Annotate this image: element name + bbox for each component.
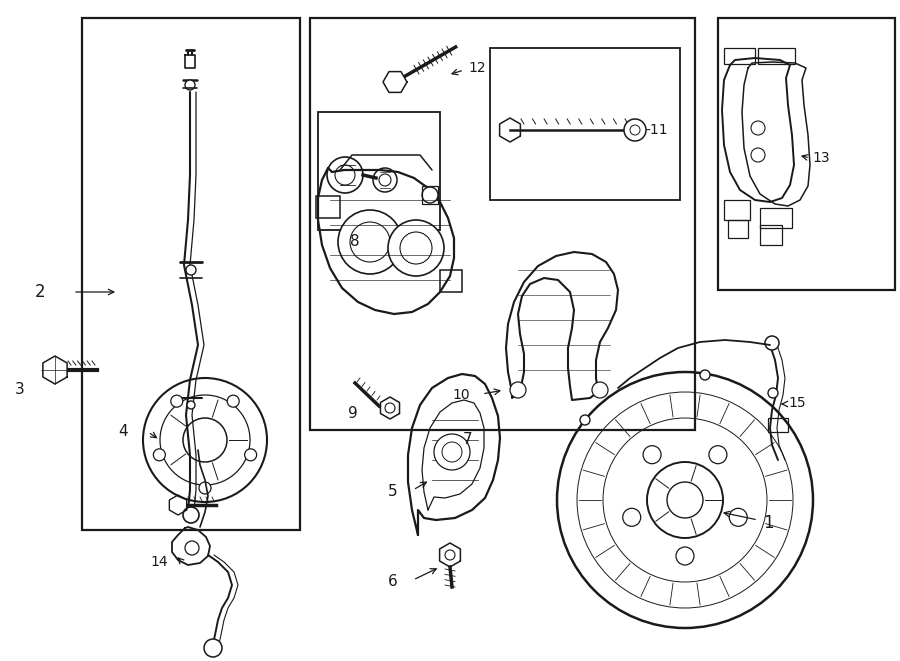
Bar bbox=[310, 18, 695, 430]
Circle shape bbox=[153, 449, 166, 461]
Bar bbox=[724, 200, 750, 220]
Circle shape bbox=[422, 187, 438, 203]
Circle shape bbox=[630, 125, 640, 135]
Text: 8: 8 bbox=[350, 235, 360, 249]
Circle shape bbox=[768, 388, 778, 398]
Circle shape bbox=[373, 168, 397, 192]
Text: 15: 15 bbox=[788, 396, 806, 410]
Circle shape bbox=[580, 415, 590, 425]
Text: 9: 9 bbox=[348, 405, 358, 420]
Bar bbox=[490, 48, 680, 200]
Bar bbox=[440, 270, 462, 292]
Circle shape bbox=[700, 370, 710, 380]
Circle shape bbox=[183, 507, 199, 523]
Text: -11: -11 bbox=[645, 123, 668, 137]
Circle shape bbox=[186, 265, 196, 275]
Circle shape bbox=[245, 449, 256, 461]
Bar bbox=[768, 418, 788, 432]
Circle shape bbox=[185, 541, 199, 555]
Circle shape bbox=[227, 395, 239, 407]
Circle shape bbox=[204, 639, 222, 657]
Circle shape bbox=[187, 401, 195, 409]
Circle shape bbox=[510, 382, 526, 398]
Circle shape bbox=[199, 482, 211, 494]
Text: 13: 13 bbox=[812, 151, 830, 165]
Text: 1: 1 bbox=[763, 514, 774, 532]
Bar bbox=[758, 48, 795, 64]
Text: 4: 4 bbox=[118, 424, 128, 440]
Bar bbox=[728, 220, 748, 238]
Circle shape bbox=[171, 395, 183, 407]
Bar bbox=[760, 208, 792, 228]
Bar bbox=[318, 112, 440, 230]
Text: 12: 12 bbox=[468, 61, 486, 75]
Bar bbox=[422, 186, 438, 204]
Circle shape bbox=[644, 446, 662, 464]
Text: 5: 5 bbox=[388, 485, 398, 500]
Bar bbox=[718, 18, 895, 290]
Bar bbox=[724, 48, 755, 64]
Circle shape bbox=[751, 148, 765, 162]
Text: 14: 14 bbox=[150, 555, 167, 569]
Text: 2: 2 bbox=[35, 283, 46, 301]
Text: 10: 10 bbox=[452, 388, 470, 402]
Text: 6: 6 bbox=[388, 574, 398, 590]
Circle shape bbox=[338, 210, 402, 274]
Bar bbox=[760, 225, 782, 245]
Text: 7: 7 bbox=[464, 432, 472, 447]
Bar bbox=[82, 18, 300, 530]
Circle shape bbox=[729, 508, 747, 526]
Text: 3: 3 bbox=[15, 383, 25, 397]
Circle shape bbox=[624, 119, 646, 141]
Circle shape bbox=[765, 336, 779, 350]
Circle shape bbox=[623, 508, 641, 526]
Circle shape bbox=[676, 547, 694, 565]
Circle shape bbox=[751, 121, 765, 135]
Circle shape bbox=[709, 446, 727, 464]
Bar bbox=[316, 196, 340, 218]
Circle shape bbox=[388, 220, 444, 276]
Circle shape bbox=[592, 382, 608, 398]
Circle shape bbox=[327, 157, 363, 193]
Circle shape bbox=[185, 80, 195, 90]
Circle shape bbox=[434, 434, 470, 470]
